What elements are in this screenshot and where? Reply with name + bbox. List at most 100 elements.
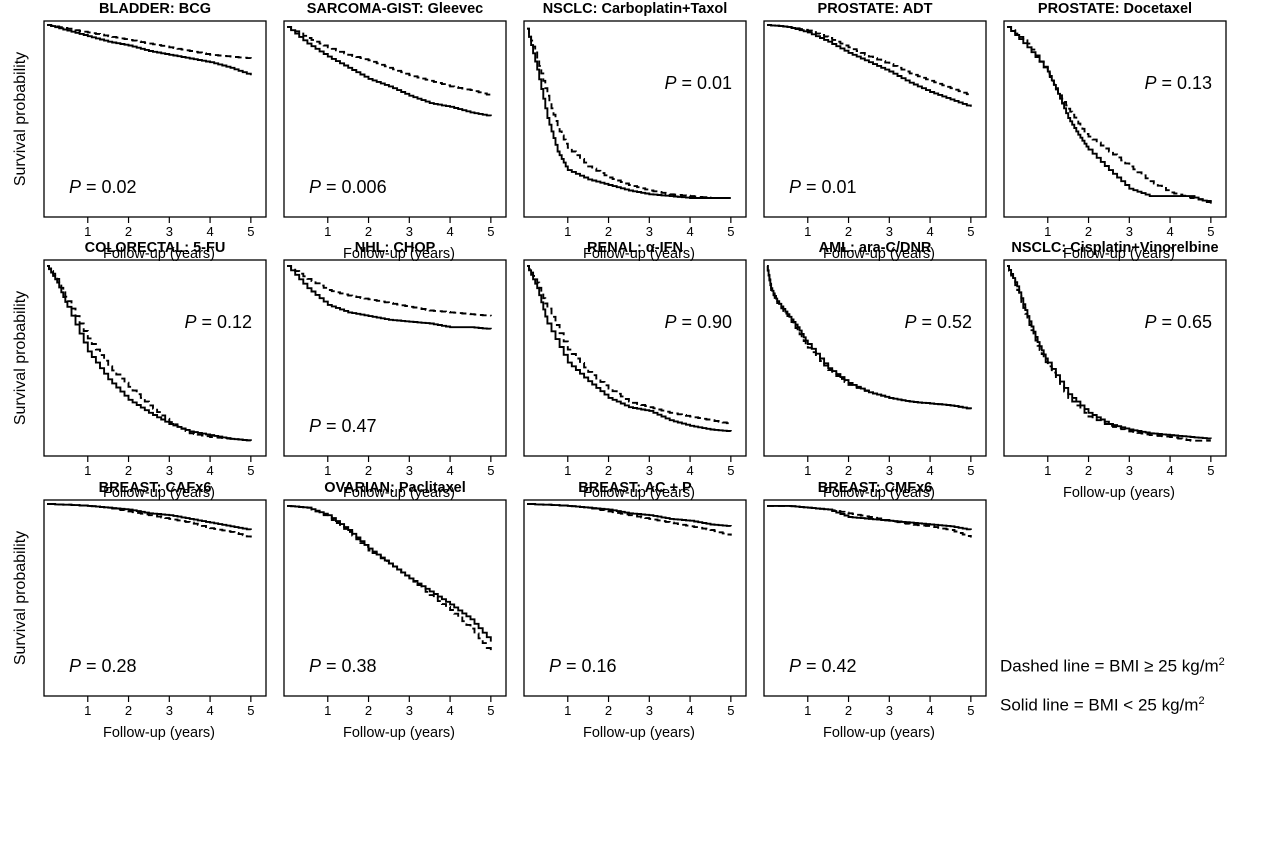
x-tick-label: 1 [564,224,571,239]
curve-solid-bmi-low [767,504,972,531]
x-tick-label: 4 [1166,463,1173,478]
x-tick-label: 5 [247,703,254,718]
panel-title: PROSTATE: ADT [818,1,933,17]
p-value-label: P = 0.16 [549,656,617,676]
x-tick-label: 3 [166,224,173,239]
panel-title: SARCOMA-GIST: Gleevec [307,1,483,17]
x-tick-label: 5 [727,463,734,478]
curve-solid-bmi-low [287,504,492,642]
x-tick-label: 4 [446,703,453,718]
p-value-label: P = 0.65 [1144,312,1212,332]
x-tick-label: 5 [1207,224,1214,239]
curve-solid-bmi-low [47,503,252,531]
panel-title: COLORECTAL: 5-FU [85,240,226,256]
x-axis-label: Follow-up (years) [1063,246,1175,262]
x-tick-label: 5 [487,703,494,718]
curve-dashed-bmi-high [1007,25,1212,202]
p-value-label: P = 0.02 [69,177,137,197]
x-tick-label: 2 [605,224,612,239]
curve-dashed-bmi-high [1007,264,1211,442]
curve-dashed-bmi-high [527,27,731,199]
curve-dashed-bmi-high [767,504,972,538]
x-axis-label: Follow-up (years) [103,246,215,262]
x-axis-label: Follow-up (years) [823,725,935,741]
x-tick-label: 4 [1166,224,1173,239]
p-value-label: P = 0.47 [309,416,377,436]
x-tick-label: 2 [605,463,612,478]
panel: BREAST: CMFx6 1 2 3 4 5 Follow-up (years) P = 0… [763,480,987,741]
p-value-label: P = 0.42 [789,656,857,676]
panel-title: BREAST: CMFx6 [818,480,932,496]
panel-frame [43,20,267,218]
panel: OVARIAN: Paclitaxel 1 2 3 4 5 Follow-up (years… [283,480,507,741]
panel-frame [1003,20,1227,218]
x-tick-label: 2 [125,224,132,239]
x-tick-label: 1 [804,224,811,239]
x-tick-label: 3 [886,703,893,718]
x-tick-label: 5 [247,224,254,239]
x-tick-label: 4 [446,224,453,239]
panel-title: NSCLC: Cisplatin+Vinorelbine [1011,240,1218,256]
x-tick-label: 5 [487,463,494,478]
panel: AML: ara-C/DNR 1 2 3 4 5 Follow-up (years) P = … [763,240,987,501]
p-value-label: P = 0.38 [309,656,377,676]
x-tick-label: 5 [967,463,974,478]
curve-solid-bmi-low [527,264,732,432]
x-tick-label: 2 [605,703,612,718]
x-tick-label: 3 [406,463,413,478]
legend-dashed-superscript: 2 [1218,656,1225,668]
x-tick-label: 5 [727,224,734,239]
x-axis-label: Follow-up (years) [103,725,215,741]
x-tick-label: 5 [727,703,734,718]
x-tick-label: 3 [646,224,653,239]
p-value-label: P = 0.01 [789,177,857,197]
x-tick-label: 1 [84,703,91,718]
legend-solid-superscript: 2 [1198,695,1205,707]
x-axis-label: Follow-up (years) [343,246,455,262]
x-tick-label: 4 [926,224,933,239]
x-tick-label: 1 [324,703,331,718]
x-tick-label: 4 [686,224,693,239]
x-axis-label: Follow-up (years) [103,485,215,501]
x-tick-label: 1 [84,463,91,478]
curve-dashed-bmi-high [47,503,252,538]
x-tick-label: 5 [967,703,974,718]
x-tick-label: 5 [247,463,254,478]
curve-dashed-bmi-high [527,264,732,425]
x-tick-label: 3 [886,224,893,239]
panel-frame [523,499,747,697]
p-value-label: P = 0.01 [664,73,732,93]
x-axis-label: Follow-up (years) [583,725,695,741]
panel: BREAST: AC + P 1 2 3 4 5 Follow-up (years) P = … [523,480,747,741]
panel: NSCLC: Cisplatin+Vinorelbine 1 2 3 4 5 Follow-… [1003,240,1227,501]
p-value-label: P = 0.90 [664,312,732,332]
x-tick-label: 4 [206,224,213,239]
x-tick-label: 2 [1085,463,1092,478]
x-tick-label: 4 [206,703,213,718]
x-tick-label: 3 [406,703,413,718]
x-tick-label: 3 [646,703,653,718]
panel-frame [283,20,507,218]
x-tick-label: 3 [166,703,173,718]
legend-solid-entry: Solid line = BMI < 25 kg/m2 [1000,695,1205,716]
x-axis-label: Follow-up (years) [583,485,695,501]
curve-dashed-bmi-high [767,24,972,96]
x-tick-label: 3 [1126,224,1133,239]
curve-solid-bmi-low [527,503,732,527]
panel-frame [283,259,507,457]
curve-solid-bmi-low [287,264,492,330]
x-tick-label: 1 [1044,224,1051,239]
x-tick-label: 4 [206,463,213,478]
curve-dashed-bmi-high [47,264,252,442]
panel-title: NHL: CHOP [355,240,436,256]
x-tick-label: 4 [686,463,693,478]
panel-frame [523,20,747,218]
panel: RENAL: α-IFN 1 2 3 4 5 Follow-up (years) P = 0.… [523,240,747,501]
panel: NSCLC: Carboplatin+Taxol 1 2 3 4 5 Follow-up (… [523,1,747,262]
x-axis-label: Follow-up (years) [343,485,455,501]
x-tick-label: 3 [646,463,653,478]
panel-title: OVARIAN: Paclitaxel [324,480,466,496]
curve-dashed-bmi-high [47,24,252,60]
x-tick-label: 2 [845,224,852,239]
x-tick-label: 2 [125,463,132,478]
